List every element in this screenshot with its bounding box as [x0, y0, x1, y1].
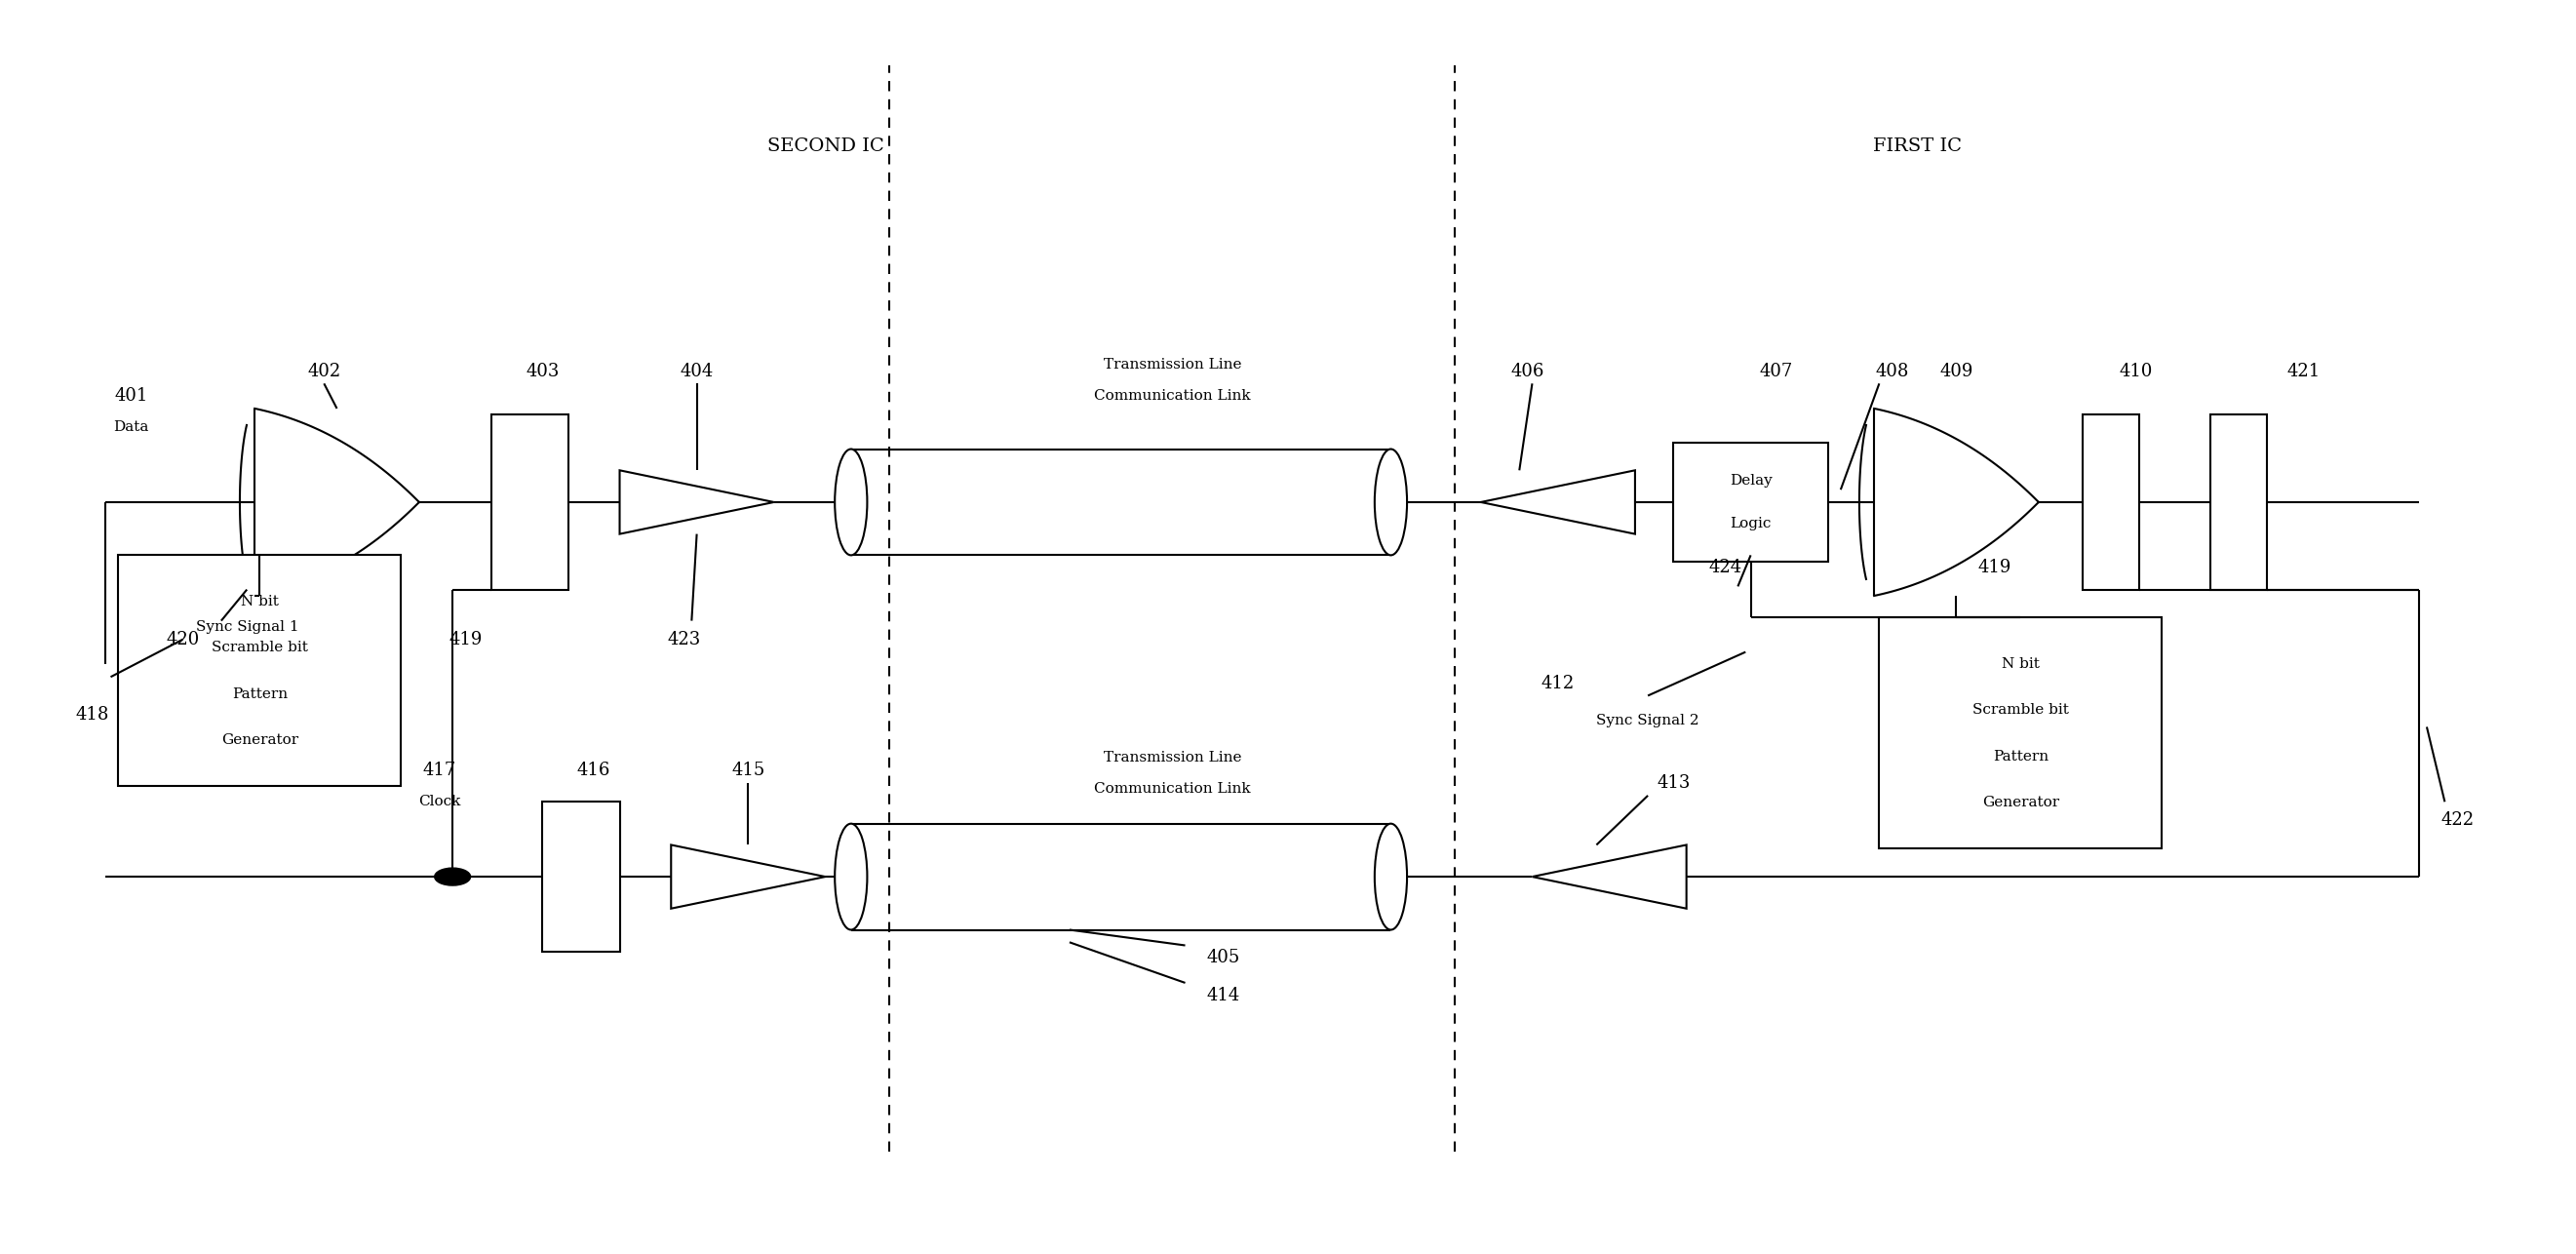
Polygon shape	[621, 470, 773, 534]
Text: 409: 409	[1940, 362, 1973, 380]
Text: 420: 420	[165, 631, 198, 648]
Ellipse shape	[835, 449, 868, 556]
Text: Pattern: Pattern	[232, 687, 289, 701]
Text: Generator: Generator	[222, 734, 299, 747]
Text: 413: 413	[1656, 774, 1690, 791]
Bar	[1674, 443, 1829, 562]
Text: 406: 406	[1510, 362, 1543, 380]
Text: 421: 421	[2287, 362, 2321, 380]
Polygon shape	[1533, 845, 1687, 909]
Text: 402: 402	[307, 362, 340, 380]
Text: 424: 424	[1708, 559, 1741, 577]
Text: N bit: N bit	[240, 594, 278, 608]
Text: Transmission Line: Transmission Line	[1103, 751, 1242, 765]
Text: 401: 401	[113, 387, 147, 405]
Text: Communication Link: Communication Link	[1095, 389, 1249, 403]
Text: Pattern: Pattern	[1994, 750, 2048, 762]
Text: 419: 419	[448, 631, 482, 648]
Ellipse shape	[1376, 449, 1406, 556]
Text: 417: 417	[422, 762, 456, 780]
Text: 415: 415	[732, 762, 765, 780]
Text: 423: 423	[667, 631, 701, 648]
Polygon shape	[1481, 470, 1636, 534]
Text: N bit: N bit	[2002, 657, 2040, 671]
Text: 408: 408	[1875, 362, 1909, 380]
Bar	[850, 824, 1391, 929]
Text: Transmission Line: Transmission Line	[1103, 357, 1242, 371]
Bar	[850, 449, 1391, 556]
Text: 414: 414	[1208, 987, 1242, 1004]
Text: 405: 405	[1208, 949, 1242, 967]
Bar	[1880, 618, 2161, 849]
Text: Generator: Generator	[1981, 795, 2058, 809]
Text: 407: 407	[1759, 362, 1793, 380]
Bar	[118, 556, 402, 786]
Text: FIRST IC: FIRST IC	[1873, 138, 1963, 155]
Text: 416: 416	[577, 762, 611, 780]
Ellipse shape	[1376, 824, 1406, 929]
Text: SECOND IC: SECOND IC	[768, 138, 884, 155]
Text: 419: 419	[1978, 559, 2012, 577]
Polygon shape	[672, 845, 824, 909]
Text: 412: 412	[1540, 675, 1574, 692]
Text: Scramble bit: Scramble bit	[1973, 703, 2069, 717]
Text: 403: 403	[526, 362, 559, 380]
Text: 418: 418	[75, 706, 108, 724]
Text: Scramble bit: Scramble bit	[211, 641, 309, 655]
Text: Communication Link: Communication Link	[1095, 782, 1249, 796]
Text: Logic: Logic	[1731, 517, 1772, 530]
Circle shape	[435, 868, 471, 885]
Text: 422: 422	[2442, 811, 2476, 829]
Ellipse shape	[835, 824, 868, 929]
Text: Sync Signal 1: Sync Signal 1	[196, 621, 299, 633]
Bar	[2081, 415, 2138, 589]
Bar	[2210, 415, 2267, 589]
Text: 404: 404	[680, 362, 714, 380]
Text: Data: Data	[113, 420, 149, 434]
Text: Sync Signal 2: Sync Signal 2	[1597, 714, 1700, 727]
Bar	[492, 415, 569, 589]
Bar	[544, 801, 621, 952]
Text: Clock: Clock	[417, 795, 461, 809]
Text: 410: 410	[2120, 362, 2154, 380]
Text: Delay: Delay	[1728, 474, 1772, 488]
